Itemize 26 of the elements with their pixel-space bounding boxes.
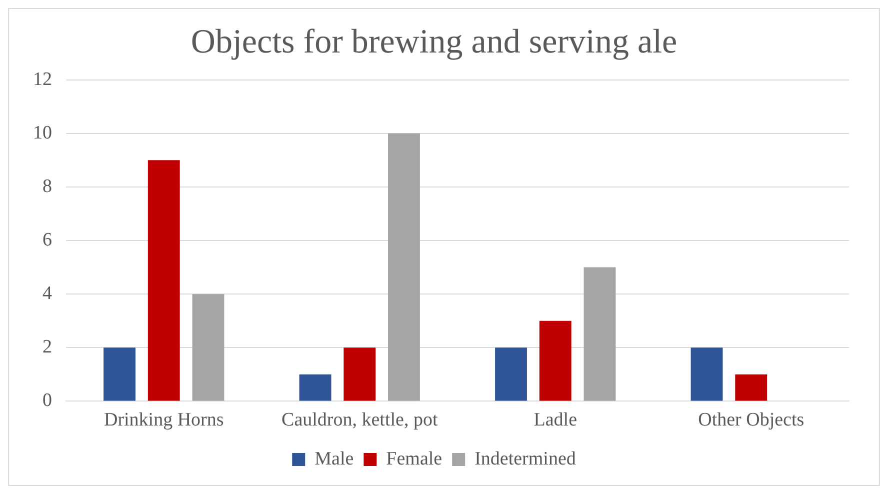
y-tick-label: 10 xyxy=(33,122,52,144)
bar xyxy=(104,348,136,401)
y-tick-label: 4 xyxy=(42,283,52,304)
x-tick-label: Other Objects xyxy=(698,410,804,431)
bar xyxy=(148,160,180,401)
y-tick-label: 12 xyxy=(33,68,52,90)
legend-label: Female xyxy=(386,448,442,470)
chart-title: Objects for brewing and serving ale xyxy=(190,23,678,60)
y-tick-label: 6 xyxy=(42,229,52,250)
bar xyxy=(735,374,768,401)
legend-label: Male xyxy=(314,448,354,470)
bar xyxy=(344,348,376,401)
x-tick-label: Cauldron, kettle, pot xyxy=(282,410,438,431)
bar xyxy=(539,320,572,401)
bar xyxy=(299,374,332,401)
x-tick-label: Drinking Horns xyxy=(104,410,224,431)
legend-label: Indetermined xyxy=(474,448,576,470)
bar xyxy=(192,294,224,401)
y-tick-label: 2 xyxy=(42,336,52,358)
bar xyxy=(584,267,616,401)
x-tick-label: Ladle xyxy=(534,410,578,431)
bar xyxy=(495,348,527,401)
y-tick-label: 0 xyxy=(42,390,52,412)
bar xyxy=(388,133,420,401)
y-tick-label: 8 xyxy=(42,176,52,197)
bar xyxy=(690,348,723,401)
